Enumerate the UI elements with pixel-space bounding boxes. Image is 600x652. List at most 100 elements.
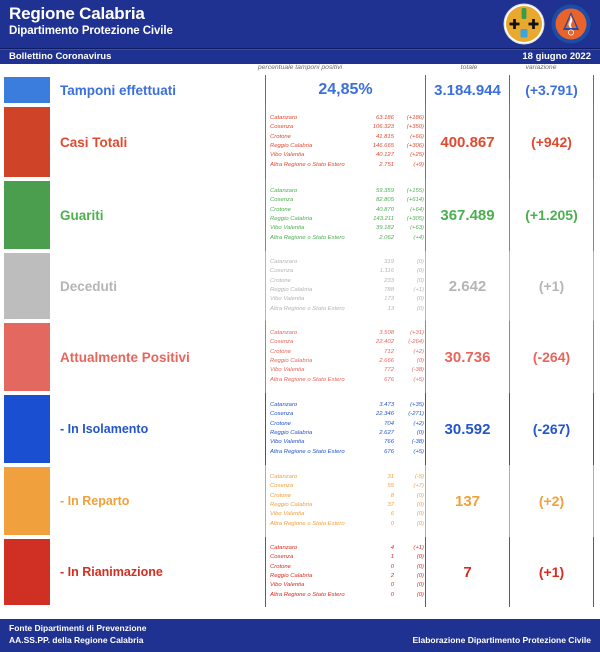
province-row: Catanzaro 4 (+1) bbox=[270, 544, 425, 553]
province-row: Altra Regione o Stato Estero 2.751 (+9) bbox=[270, 161, 425, 170]
province-row: Altra Regione o Stato Estero 13 (0) bbox=[270, 305, 425, 314]
province-name: Reggio Calabria bbox=[270, 287, 313, 293]
province-row: Cosenza 55 (+7) bbox=[270, 482, 425, 491]
province-name: Crotone bbox=[270, 492, 291, 499]
province-row: Vibo Valentia 6 (0) bbox=[270, 510, 425, 519]
province-value: 2.666 bbox=[379, 358, 394, 364]
province-variation: (0) bbox=[416, 520, 424, 527]
province-name: Cosenza bbox=[270, 268, 294, 275]
province-row: Cosenza 106.323 (+350) bbox=[270, 123, 425, 132]
province-variation: (0) bbox=[416, 554, 424, 561]
province-value: 676 bbox=[384, 448, 394, 455]
province-name: Cosenza bbox=[270, 554, 294, 561]
province-name: Vibo Valentia bbox=[270, 439, 305, 446]
province-variation: (-271) bbox=[408, 411, 424, 418]
province-value: 712 bbox=[384, 348, 394, 355]
page-footer: Fonte Dipartimenti di Prevenzione AA.SS.… bbox=[0, 619, 600, 652]
province-variation: (+25) bbox=[410, 152, 424, 159]
variation-value-deceduti: (+1) bbox=[509, 251, 594, 321]
province-row: Crotone 40.870 (+64) bbox=[270, 206, 425, 215]
province-value: 1 bbox=[390, 554, 394, 561]
province-name: Reggio Calabria bbox=[270, 143, 313, 149]
province-value: 22.402 bbox=[375, 339, 394, 346]
column-header-total: totale bbox=[460, 64, 478, 71]
province-variation: (+66) bbox=[410, 133, 424, 140]
protezione-civile-logo-icon bbox=[550, 3, 592, 45]
row-color-swatch bbox=[4, 77, 50, 103]
province-variation: (-5) bbox=[414, 473, 424, 480]
province-name: Crotone bbox=[270, 563, 291, 570]
province-variation: (+35) bbox=[410, 401, 424, 408]
province-name: Reggio Calabria bbox=[270, 573, 313, 579]
province-value: 1.116 bbox=[379, 268, 394, 275]
province-variation: (0) bbox=[416, 430, 424, 436]
row-label-casi-totali: Casi Totali bbox=[60, 134, 128, 150]
province-variation: (+1) bbox=[413, 287, 424, 293]
province-name: Catanzaro bbox=[270, 329, 298, 336]
column-header-variation: variazione bbox=[525, 64, 557, 71]
province-row: Reggio Calabria 143.211 (+305) bbox=[270, 215, 425, 224]
page-title: Regione Calabria bbox=[9, 4, 145, 23]
province-variation: (-38) bbox=[411, 367, 424, 374]
province-name: Cosenza bbox=[270, 124, 294, 131]
footer-elaboration: Elaborazione Dipartimento Protezione Civ… bbox=[412, 635, 591, 645]
total-value-casi-totali: 400.867 bbox=[425, 105, 509, 179]
page-subtitle: Dipartimento Protezione Civile bbox=[9, 25, 173, 37]
province-row: Crotone 233 (0) bbox=[270, 277, 425, 286]
variation-value-in-isolamento: (-267) bbox=[509, 393, 594, 465]
province-value: 40.870 bbox=[375, 206, 394, 213]
total-value-guariti: 367.489 bbox=[425, 179, 509, 251]
province-value: 3.508 bbox=[379, 329, 394, 336]
province-row: Vibo Valentia 766 (-38) bbox=[270, 438, 425, 447]
total-value-in-rianimazione: 7 bbox=[425, 537, 509, 607]
province-name: Catanzaro bbox=[270, 544, 298, 551]
province-breakdown-guariti: Catanzaro 59.359 (+155) Cosenza 82.805 (+614)… bbox=[265, 179, 425, 251]
row-label-attualmente-positivi: Attualmente Positivi bbox=[60, 349, 190, 365]
province-row: Catanzaro 31 (-5) bbox=[270, 473, 425, 482]
province-name: Vibo Valentia bbox=[270, 152, 305, 159]
province-row: Crotone 0 (0) bbox=[270, 563, 425, 572]
province-row: Reggio Calabria 2.627 (0) bbox=[270, 429, 425, 438]
province-variation: (+5) bbox=[413, 376, 424, 383]
province-row: Cosenza 22.346 (-271) bbox=[270, 410, 425, 419]
province-variation: (-38) bbox=[411, 439, 424, 446]
row-label-tamponi-effettuati: Tamponi effettuati bbox=[60, 82, 176, 98]
province-name: Altra Regione o Stato Estero bbox=[270, 161, 345, 168]
page-header: Regione Calabria Dipartimento Protezione… bbox=[0, 0, 600, 49]
province-variation: (+7) bbox=[413, 483, 424, 490]
province-breakdown-in-rianimazione: Catanzaro 4 (+1) Cosenza 1 (0) Crotone 0 (0) Regg… bbox=[265, 537, 425, 607]
table-row-casi-totali: Casi Totali Catanzaro 63.186 (+186) Cosenza 1… bbox=[0, 105, 600, 179]
province-variation: (0) bbox=[416, 258, 424, 265]
province-value: 0 bbox=[390, 582, 394, 589]
province-row: Reggio Calabria 146.665 (+306) bbox=[270, 142, 425, 151]
province-name: Catanzaro bbox=[270, 401, 298, 408]
province-variation: (+614) bbox=[406, 197, 424, 204]
province-value: 22.346 bbox=[375, 411, 394, 418]
variation-value-in-rianimazione: (+1) bbox=[509, 537, 594, 607]
province-name: Vibo Valentia bbox=[270, 296, 305, 303]
table-row-in-isolamento: - In Isolamento Catanzaro 3.473 (+35) Cosenz… bbox=[0, 393, 600, 465]
province-variation: (+5) bbox=[413, 448, 424, 455]
province-variation: (+186) bbox=[406, 114, 424, 121]
province-name: Vibo Valentia bbox=[270, 582, 305, 589]
table-row-guariti: Guariti Catanzaro 59.359 (+155) Cosenza 82.80… bbox=[0, 179, 600, 251]
province-variation: (0) bbox=[416, 573, 424, 579]
province-value: 146.665 bbox=[372, 143, 394, 149]
province-name: Crotone bbox=[270, 277, 291, 284]
row-color-swatch bbox=[4, 181, 50, 249]
province-name: Reggio Calabria bbox=[270, 502, 313, 508]
province-name: Catanzaro bbox=[270, 114, 298, 121]
total-value-in-isolamento: 30.592 bbox=[425, 393, 509, 465]
data-rows: Tamponi effettuati 24,85% 3.184.944 (+3.791… bbox=[0, 75, 600, 607]
row-label-in-isolamento: - In Isolamento bbox=[60, 422, 149, 436]
row-label-guariti: Guariti bbox=[60, 207, 104, 223]
province-variation: (-264) bbox=[408, 339, 424, 346]
table-row-in-reparto: - In Reparto Catanzaro 31 (-5) Cosenza 55 (+7)… bbox=[0, 465, 600, 537]
total-value-in-reparto: 137 bbox=[425, 465, 509, 537]
province-value: 59.359 bbox=[375, 187, 394, 194]
table-row-deceduti: Deceduti Catanzaro 319 (0) Cosenza 1.116 (0) Cr… bbox=[0, 251, 600, 321]
row-color-swatch bbox=[4, 467, 50, 535]
province-value: 676 bbox=[384, 376, 394, 383]
province-row: Cosenza 82.805 (+614) bbox=[270, 196, 425, 205]
